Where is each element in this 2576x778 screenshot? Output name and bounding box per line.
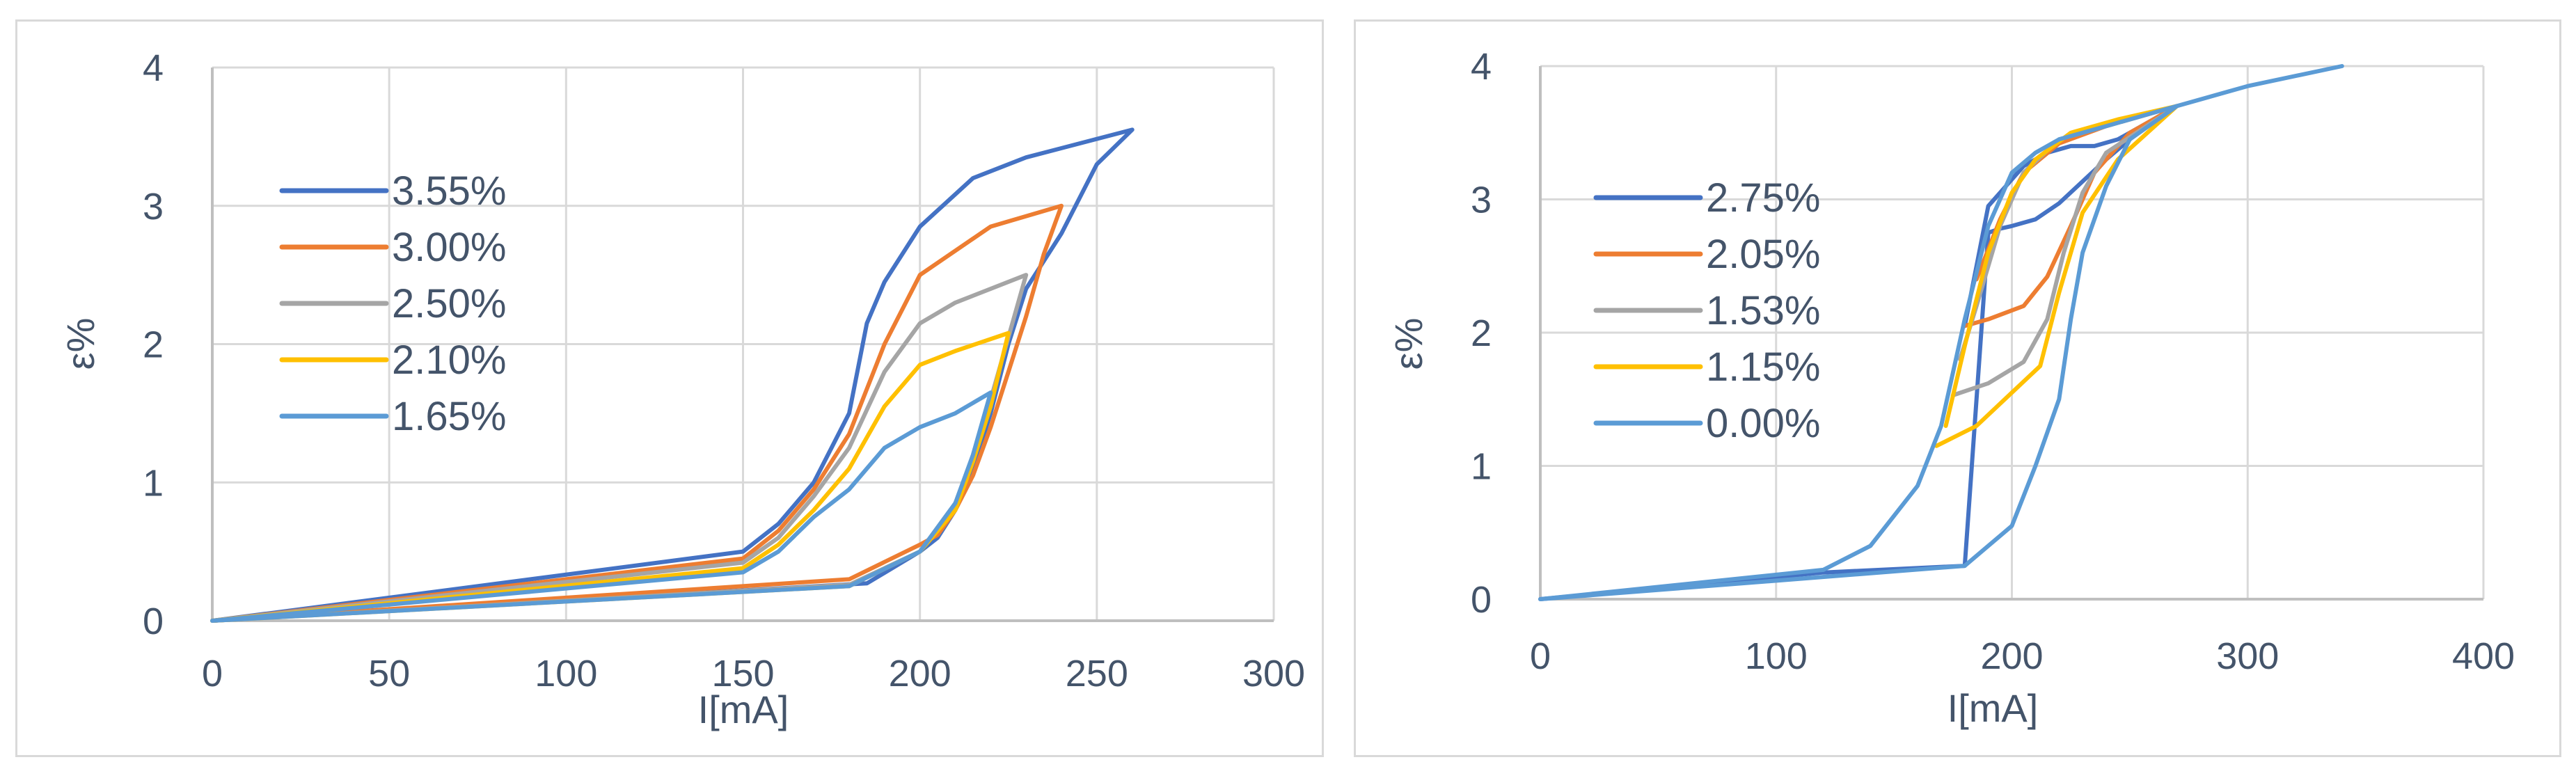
x-tick-label: 300 xyxy=(1242,653,1305,694)
legend-label: 1.65% xyxy=(392,394,506,439)
y-tick-label: 0 xyxy=(1471,579,1492,621)
legend-label: 2.10% xyxy=(392,338,506,383)
chart-panel-right: 0 100 200 300 400 0 1 2 3 4 I[mA] ε% 2.75% 2.05% 1.53%… xyxy=(1354,19,2561,757)
legend-label: 2.75% xyxy=(1706,175,1820,221)
x-tick-label: 200 xyxy=(889,653,951,694)
y-tick-label: 2 xyxy=(143,324,164,366)
series-line-2 xyxy=(210,203,1064,623)
legend: 2.75% 2.05% 1.53% 1.15% 0.00% xyxy=(1593,175,1820,446)
gridlines xyxy=(1539,65,2485,601)
y-axis-title: ε% xyxy=(1386,318,1430,370)
x-tick-label: 150 xyxy=(711,653,774,694)
x-tick-label: 400 xyxy=(2452,635,2515,677)
chart-panel-left: 0 50 100 150 200 250 300 0 1 2 3 4 I[mA] ε% 3.55% 3.00%… xyxy=(15,19,1324,757)
legend: 3.55% 3.00% 2.50% 2.10% 1.65% xyxy=(279,168,506,439)
x-tick-label: 100 xyxy=(1745,635,1808,677)
y-tick-label: 3 xyxy=(1471,180,1492,221)
y-axis-title: ε% xyxy=(58,318,102,370)
legend-label: 0.00% xyxy=(1706,401,1820,446)
x-tick-label: 100 xyxy=(535,653,597,694)
series-line-1 xyxy=(1538,104,2179,601)
series-line-5 xyxy=(210,390,993,623)
x-axis-title: I[mA] xyxy=(698,688,789,731)
chart-right: 0 100 200 300 400 0 1 2 3 4 I[mA] ε% 2.75% 2.05% 1.53%… xyxy=(1386,46,2515,730)
y-tick-label: 4 xyxy=(1471,46,1492,88)
y-tick-label: 2 xyxy=(1471,312,1492,354)
series-line-1 xyxy=(210,127,1135,623)
y-tick-label: 1 xyxy=(143,462,164,504)
series-line-2 xyxy=(1962,104,2179,328)
x-tick-label: 300 xyxy=(2216,635,2279,677)
y-tick-label: 4 xyxy=(143,47,164,89)
legend-label: 2.50% xyxy=(392,281,506,326)
x-tick-label: 0 xyxy=(1530,635,1551,677)
x-tick-label: 200 xyxy=(1980,635,2043,677)
y-tick-label: 3 xyxy=(143,186,164,228)
gridlines xyxy=(211,66,1275,622)
legend-label: 3.55% xyxy=(392,168,506,214)
chart-left: 0 50 100 150 200 250 300 0 1 2 3 4 I[mA] ε% 3.55% 3.00%… xyxy=(58,47,1305,731)
y-tick-label: 0 xyxy=(143,601,164,642)
x-tick-label: 250 xyxy=(1066,653,1128,694)
legend-label: 1.53% xyxy=(1706,288,1820,333)
legend-label: 2.05% xyxy=(1706,232,1820,277)
y-tick-label: 1 xyxy=(1471,446,1492,488)
x-axis-title: I[mA] xyxy=(1947,686,2039,730)
x-tick-label: 0 xyxy=(202,653,223,694)
x-tick-label: 50 xyxy=(368,653,410,694)
legend-label: 1.15% xyxy=(1706,344,1820,390)
series-line-5 xyxy=(1538,64,2344,601)
legend-label: 3.00% xyxy=(392,225,506,270)
